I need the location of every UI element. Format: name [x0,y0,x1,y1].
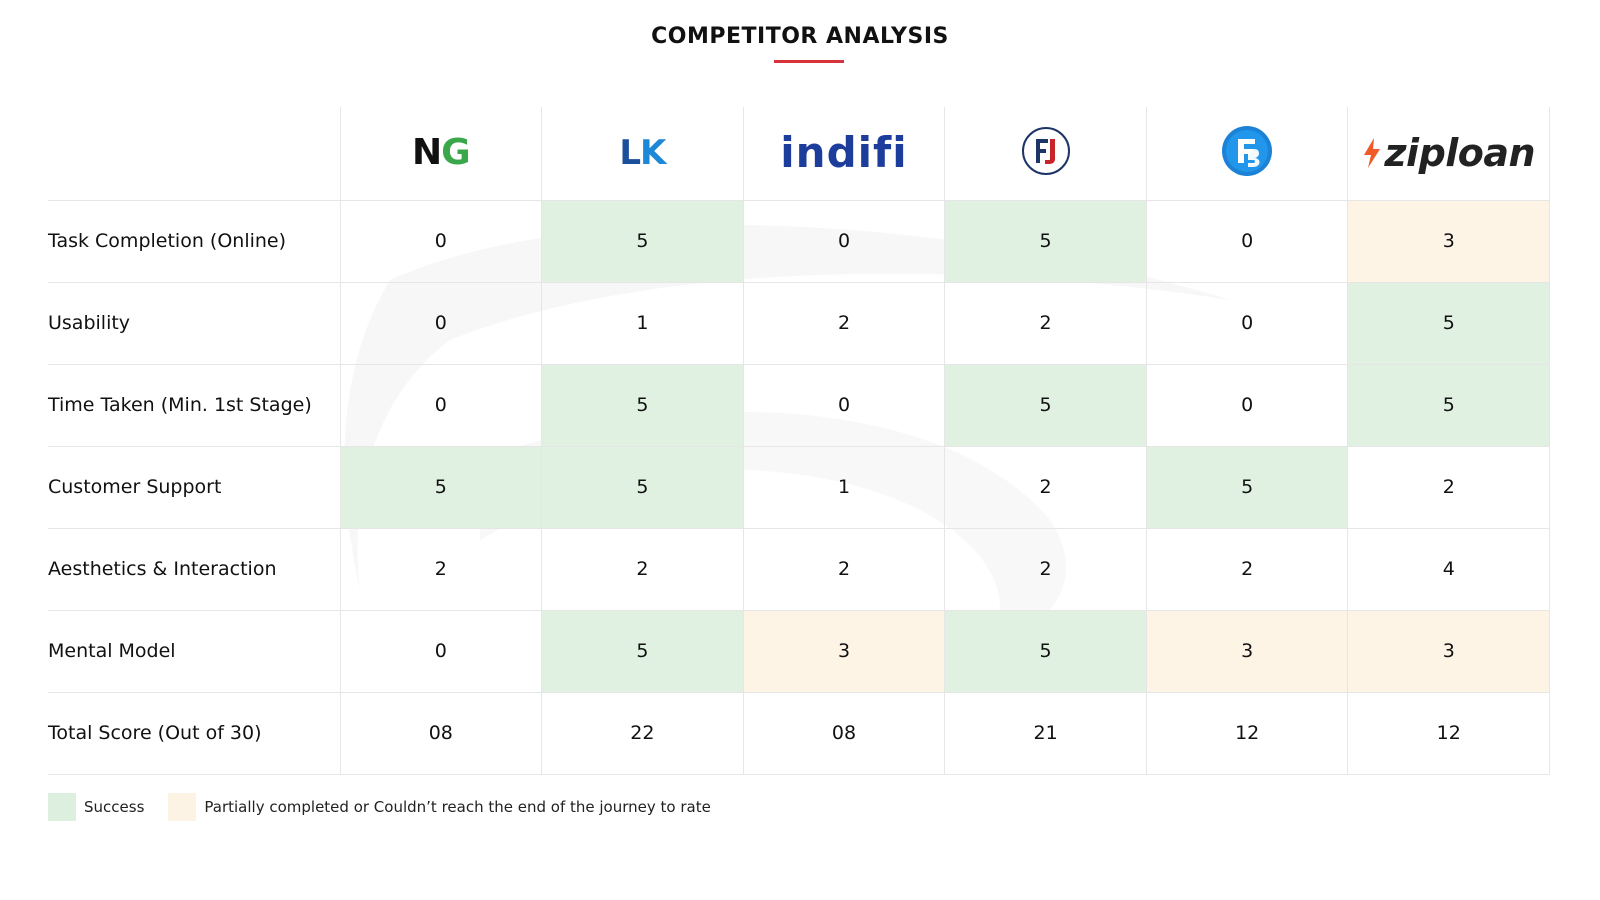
table-row: Total Score (Out of 30) 08 22 08 21 12 12 [48,692,1551,775]
score-cell-ziploan: 3 [1347,200,1551,283]
score-cell-fb: 0 [1145,282,1348,365]
header-cell-lk: LK LK [541,107,744,201]
legend-success-label: Success [84,798,145,816]
table-row: Time Taken (Min. 1st Stage) 0 5 0 5 0 5 [48,364,1551,447]
lightning-bolt-icon [1364,138,1381,169]
score-cell-indifi: 08 [742,692,945,775]
score-cell-fj: 5 [944,610,1147,693]
fb-circle-logo [1222,126,1273,177]
score-cell-ng: 0 [339,364,542,447]
legend-success-swatch [48,793,76,821]
score-cell-fj: 2 [944,282,1147,365]
header-blank-cell [48,107,340,201]
table-row: Task Completion (Online) 0 5 0 5 0 3 [48,200,1551,283]
score-cell-ng: 0 [339,200,542,283]
competitor-table: NG NG LK LK indifi FJ [48,107,1551,775]
table-row: Customer Support 5 5 1 2 5 2 [48,446,1551,529]
ziploan-logo-text: ziploan [1384,131,1536,176]
score-cell-lk: 5 [541,446,744,529]
table-row: Mental Model 0 5 3 5 3 3 [48,610,1551,693]
score-cell-ng: 0 [339,610,542,693]
score-cell-fj: 21 [944,692,1147,775]
row-label: Aesthetics & Interaction [48,528,340,611]
score-cell-ng: 0 [339,282,542,365]
ng-logo: NG [411,132,471,174]
score-cell-indifi: 1 [742,446,945,529]
score-cell-ziploan: 5 [1347,364,1551,447]
score-cell-ziploan: 2 [1347,446,1551,529]
score-cell-lk: 5 [541,610,744,693]
header-cell-ziploan: ziploan [1347,107,1551,201]
score-cell-ng: 5 [339,446,542,529]
score-cell-fj: 2 [944,446,1147,529]
score-cell-fb: 0 [1145,364,1348,447]
score-cell-fj: 5 [944,200,1147,283]
row-label: Task Completion (Online) [48,200,340,283]
score-cell-indifi: 0 [742,364,945,447]
header-cell-fb: FB [1145,107,1348,201]
legend-partial-swatch [168,793,197,821]
score-cell-indifi: 3 [742,610,945,693]
score-cell-ziploan: 5 [1347,282,1551,365]
score-cell-fj: 5 [944,364,1147,447]
score-cell-ziploan: 4 [1347,528,1551,611]
title-underline [774,60,844,63]
row-label: Time Taken (Min. 1st Stage) [48,364,340,447]
score-cell-lk: 1 [541,282,744,365]
row-label: Customer Support [48,446,340,529]
score-cell-lk: 2 [541,528,744,611]
legend-partial-label: Partially completed or Couldn’t reach th… [204,798,711,816]
row-label: Mental Model [48,610,340,693]
score-cell-fb: 12 [1145,692,1348,775]
score-cell-fb: 0 [1145,200,1348,283]
score-cell-ng: 2 [339,528,542,611]
score-cell-ziploan: 12 [1347,692,1551,775]
score-cell-fb: 3 [1145,610,1348,693]
fj-circle-logo [1021,127,1070,176]
score-cell-ng: 08 [339,692,542,775]
row-label: Usability [48,282,340,365]
score-cell-lk: 5 [541,200,744,283]
table-body: Task Completion (Online) 0 5 0 5 0 3 Usability 0… [48,200,1551,775]
score-cell-indifi: 2 [742,282,945,365]
header-cell-ng: NG NG [339,107,542,201]
page-title: COMPETITOR ANALYSIS [651,24,949,49]
score-cell-indifi: 2 [742,528,945,611]
lk-logo: LK [619,133,666,174]
score-cell-lk: 5 [541,364,744,447]
header-cell-indifi: indifi [742,107,945,201]
legend: Success Partially completed or Couldn’t … [48,793,735,821]
score-cell-fj: 2 [944,528,1147,611]
header-row: NG NG LK LK indifi FJ [48,107,1551,201]
score-cell-lk: 22 [541,692,744,775]
table-row: Usability 0 1 2 2 0 5 [48,282,1551,365]
score-cell-ziploan: 3 [1347,610,1551,693]
score-cell-indifi: 0 [742,200,945,283]
header-cell-fj: FJ [944,107,1147,201]
ziploan-logo: ziploan [1362,131,1536,176]
indifi-logo: indifi [780,128,908,178]
row-label: Total Score (Out of 30) [48,692,340,775]
score-cell-fb: 2 [1145,528,1348,611]
score-cell-fb: 5 [1145,446,1348,529]
table-row: Aesthetics & Interaction 2 2 2 2 2 4 [48,528,1551,611]
